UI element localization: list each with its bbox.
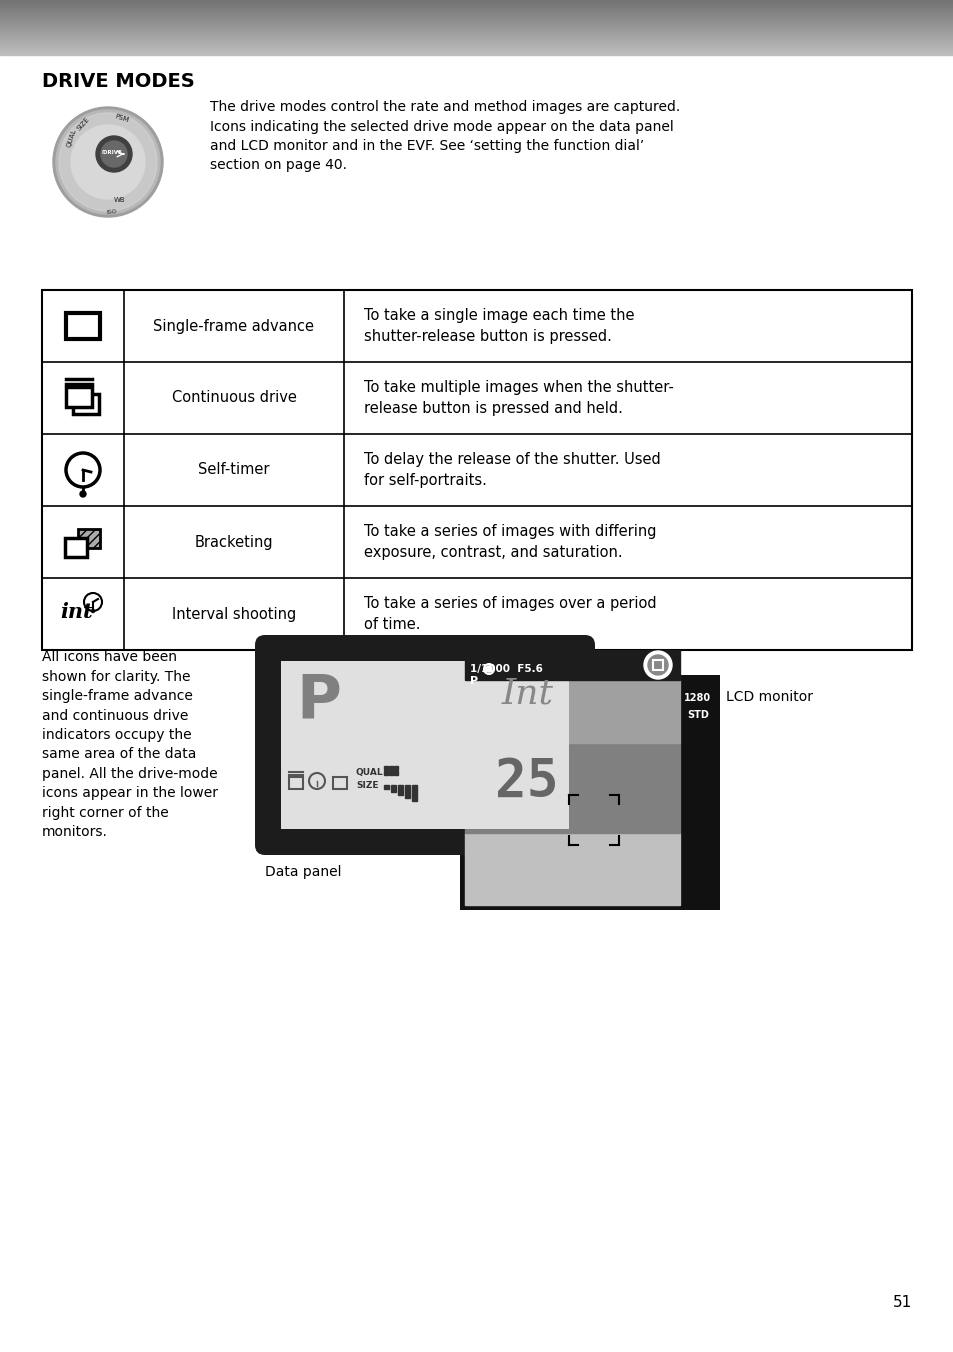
Bar [66,387,91,407]
Text: Self-timer: Self-timer [198,462,270,477]
Circle shape [96,137,132,172]
Bar [405,786,410,798]
Circle shape [61,115,154,210]
Bar [459,675,720,910]
Bar [391,786,395,792]
Bar [384,771,388,775]
Bar [289,777,303,790]
Circle shape [101,141,127,168]
Bar [389,771,393,775]
Text: To take a series of images with differing
exposure, contrast, and saturation.: To take a series of images with differin… [364,525,656,560]
Bar [384,786,389,790]
Circle shape [309,773,325,790]
Text: ISO: ISO [107,210,117,215]
Circle shape [53,107,163,218]
Text: 51: 51 [892,1295,911,1310]
Text: SIZE: SIZE [75,116,91,131]
Text: To delay the release of the shutter. Used
for self-portraits.: To delay the release of the shutter. Use… [364,453,660,488]
Text: DRIVE MODES: DRIVE MODES [42,72,194,91]
Text: int: int [61,602,93,622]
Text: PSM: PSM [114,114,130,123]
Bar [464,680,679,744]
Text: 1280: 1280 [683,694,711,703]
Bar [65,538,87,557]
Text: All icons have been
shown for clarity. The
single-frame advance
and continuous d: All icons have been shown for clarity. T… [42,650,218,840]
Bar [73,393,99,414]
Bar [652,660,662,671]
Bar [394,767,397,771]
Circle shape [59,114,157,211]
Bar [66,314,100,339]
Text: P: P [470,676,477,685]
Bar [389,767,393,771]
Text: Continuous drive: Continuous drive [172,391,296,406]
Text: Data panel: Data panel [265,865,341,879]
Bar [464,744,679,833]
Bar [333,777,347,790]
Circle shape [485,667,492,672]
Circle shape [71,124,145,199]
Bar [394,771,397,775]
Text: P: P [295,671,340,730]
Circle shape [483,664,494,675]
Text: To take multiple images when the shutter-
release button is pressed and held.: To take multiple images when the shutter… [364,380,673,415]
FancyBboxPatch shape [254,635,595,854]
Text: Int: Int [501,676,554,710]
Text: LCD monitor: LCD monitor [725,690,812,704]
Text: Single-frame advance: Single-frame advance [153,319,314,334]
Circle shape [56,110,160,214]
Bar [464,650,679,680]
Text: WB: WB [114,197,126,203]
Text: Interval shooting: Interval shooting [172,607,295,622]
Bar [42,289,911,650]
Text: Bracketing: Bracketing [194,534,273,549]
Text: To take a series of images over a period
of time.: To take a series of images over a period… [364,596,656,631]
Circle shape [91,610,94,612]
Text: 25: 25 [495,756,558,808]
Text: iDRIVE: iDRIVE [102,150,122,154]
Circle shape [647,654,667,675]
Text: To take a single image each time the
shutter-release button is pressed.: To take a single image each time the shu… [364,308,634,343]
Bar [681,680,714,904]
Text: STD: STD [686,710,708,721]
Circle shape [643,652,671,679]
Bar [78,529,100,548]
Text: QUAL: QUAL [66,128,78,147]
Text: 1/1000  F5.6: 1/1000 F5.6 [470,664,542,675]
Bar [281,661,568,829]
Bar [384,767,388,771]
Text: QUAL: QUAL [355,768,383,777]
Circle shape [66,453,100,487]
Circle shape [80,491,86,498]
Bar [464,833,679,904]
Bar [397,786,402,795]
Text: SIZE: SIZE [355,781,378,790]
Text: The drive modes control the rate and method images are captured.
Icons indicatin: The drive modes control the rate and met… [210,100,679,173]
Circle shape [84,594,102,611]
Bar [412,786,416,800]
